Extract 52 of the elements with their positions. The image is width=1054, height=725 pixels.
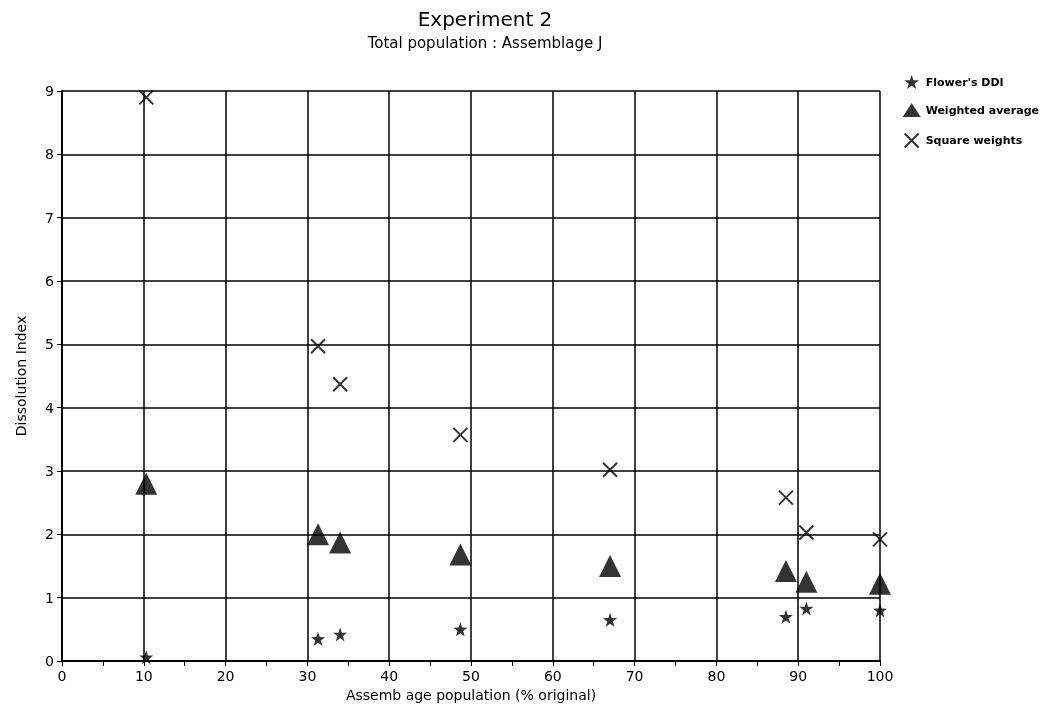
legend-label: Square weights	[925, 134, 1023, 147]
legend-label: Weighted average	[925, 103, 1040, 117]
x-tick-label: 20	[216, 668, 235, 684]
y-tick-label: 7	[45, 209, 54, 226]
point	[453, 622, 468, 637]
point	[333, 627, 348, 642]
point	[135, 472, 158, 495]
point	[602, 461, 619, 478]
point	[873, 603, 887, 618]
y-tick-label: 9	[45, 83, 54, 99]
point	[307, 523, 330, 546]
x-tick-label: 80	[707, 668, 726, 684]
x-tick-label: 40	[380, 668, 399, 684]
point	[795, 570, 818, 593]
point	[332, 376, 349, 393]
x-tick-label: 70	[625, 668, 644, 684]
x-tick-label: 90	[789, 668, 808, 684]
x-tick-label: 60	[543, 668, 562, 684]
point	[799, 601, 814, 616]
point	[449, 543, 472, 566]
point	[869, 572, 891, 595]
point	[329, 531, 352, 554]
point	[599, 555, 622, 577]
y-tick-label: 0	[45, 653, 54, 669]
x-tick-label: 0	[57, 668, 67, 684]
point	[798, 524, 815, 541]
x-tick-label: 10	[134, 668, 153, 684]
x-tick-label: 30	[298, 668, 317, 684]
point	[603, 612, 618, 627]
point	[872, 531, 888, 548]
y-tick-label: 6	[45, 273, 55, 289]
y-tick-label: 5	[45, 336, 54, 353]
y-tick-label: 8	[45, 146, 54, 163]
legend-label: Flower's DDI	[925, 75, 1004, 89]
point	[778, 609, 793, 624]
point	[311, 631, 326, 646]
y-axis-title: Dissolution Index	[13, 315, 29, 437]
point	[777, 489, 794, 506]
chart-subtitle: Total population : Assemblage J	[366, 33, 603, 52]
point	[310, 338, 327, 355]
y-tick-label: 1	[45, 589, 54, 606]
point	[774, 560, 797, 583]
x-tick-label: 100	[866, 668, 894, 684]
x-tick-label: 50	[462, 668, 480, 684]
point	[139, 650, 154, 665]
point	[138, 89, 155, 106]
point	[452, 426, 469, 443]
y-tick-label: 3	[45, 463, 54, 479]
chart-title: Experiment 2	[417, 7, 553, 31]
y-tick-label: 4	[45, 399, 55, 416]
x-axis-title: Assemb age population (% original)	[345, 686, 597, 703]
y-tick-label: 2	[45, 526, 54, 543]
